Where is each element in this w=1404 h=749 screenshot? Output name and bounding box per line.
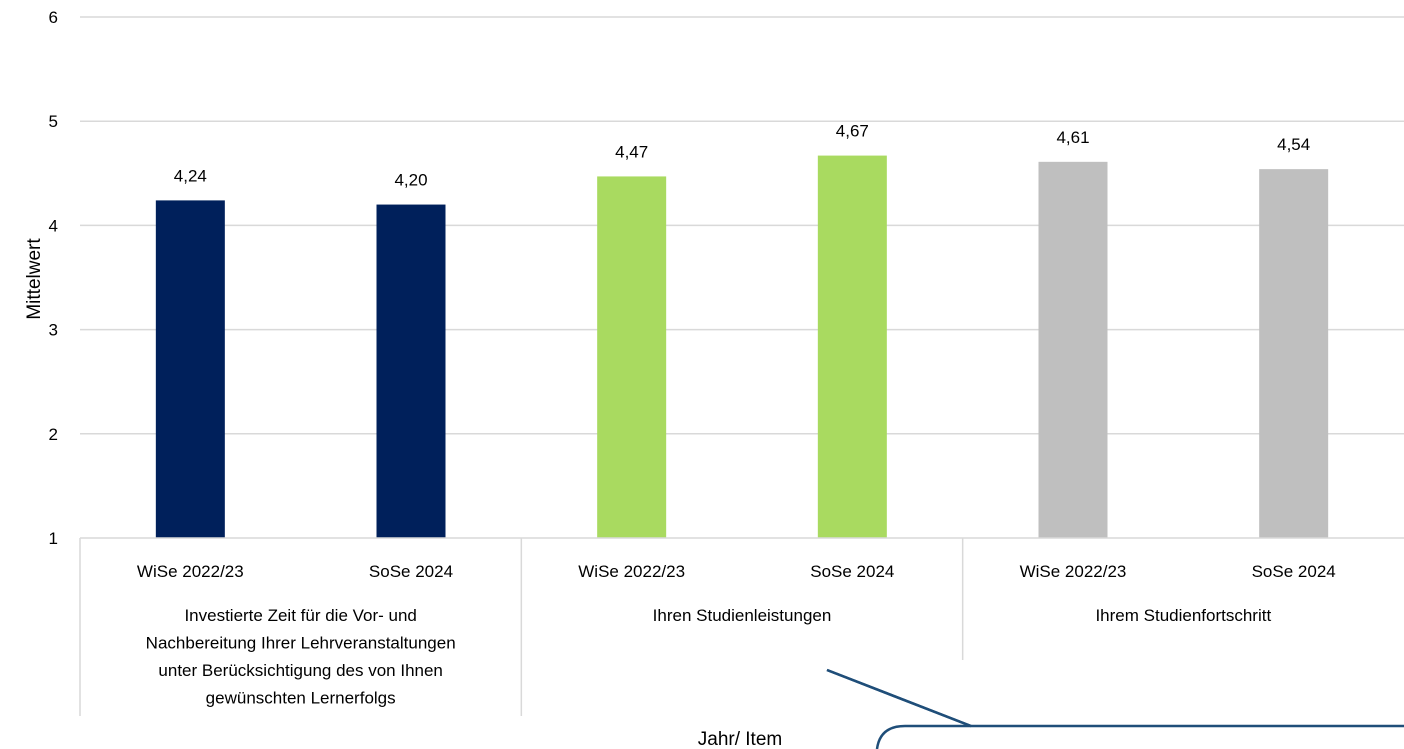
x-group-label: Nachbereitung Ihrer Lehrveranstaltungen	[146, 634, 456, 653]
x-axis-title: Jahr/ Item	[698, 729, 782, 749]
y-tick-label: 5	[49, 112, 58, 131]
x-axis: WiSe 2022/23 SoSe 2024 WiSe 2022/23 SoSe 20…	[79, 537, 1404, 716]
x-group-label: Ihren Studienleistungen	[653, 606, 832, 625]
callout-leader-line	[826, 668, 972, 728]
x-group-label: unter Berücksichtigung des von Ihnen	[158, 661, 442, 680]
bars	[155, 155, 1329, 538]
x-group-label: gewünschten Lernerfolgs	[206, 689, 396, 708]
x-group-label: Investierte Zeit für die Vor- und	[184, 606, 416, 625]
bar	[597, 176, 667, 538]
x-category-label: WiSe 2022/23	[578, 562, 685, 581]
y-tick-label: 6	[49, 8, 58, 27]
data-label: 4,20	[394, 171, 427, 190]
y-axis-title: Mittelwert	[24, 238, 45, 320]
bar	[155, 200, 225, 538]
callout-leader-line	[826, 668, 1404, 728]
data-label: 4,61	[1056, 128, 1089, 147]
y-tick-label: 1	[49, 529, 58, 548]
gridlines	[80, 16, 1404, 435]
callout-box-edge	[875, 724, 971, 749]
data-label: 4,24	[174, 166, 207, 185]
x-group-label: Ihrem Studienfortschritt	[1095, 606, 1271, 625]
y-axis-ticks: 1 2 3 4 5 6	[49, 8, 58, 548]
callout-shape	[826, 668, 1404, 749]
bar	[1259, 169, 1329, 538]
x-category-label: SoSe 2024	[1252, 562, 1336, 581]
x-category-label: SoSe 2024	[810, 562, 894, 581]
x-category-label: WiSe 2022/23	[1020, 562, 1127, 581]
y-tick-label: 3	[49, 321, 58, 340]
y-tick-label: 2	[49, 425, 58, 444]
bar	[376, 204, 446, 538]
bar	[1038, 161, 1108, 538]
data-label: 4,54	[1277, 135, 1310, 154]
x-category-label: WiSe 2022/23	[137, 562, 244, 581]
bar	[817, 155, 887, 538]
data-label: 4,67	[836, 122, 869, 141]
x-category-label: SoSe 2024	[369, 562, 453, 581]
data-labels: 4,24 4,20 4,47 4,67 4,61 4,54	[174, 122, 1310, 190]
y-tick-label: 4	[49, 216, 58, 235]
data-label: 4,47	[615, 142, 648, 161]
